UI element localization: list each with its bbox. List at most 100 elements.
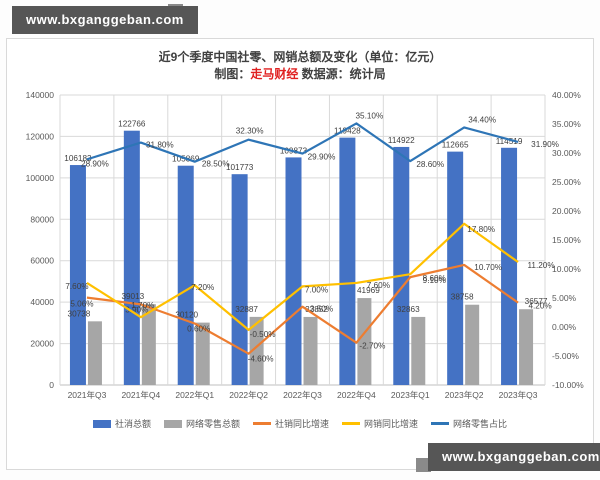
legend-swatch: [92, 419, 111, 428]
line-label-社销同比增速: 10.70%: [474, 263, 502, 272]
bar-label-total-retail: 101773: [226, 163, 254, 172]
bar-label-total-retail: 122766: [118, 120, 146, 129]
bar-online-retail: [357, 298, 372, 385]
bar-label-total-retail: 106183: [64, 154, 92, 163]
bar-label-online-retail: 38758: [451, 293, 474, 302]
bar-label-online-retail: 41969: [357, 286, 380, 295]
left-axis-tick: 80000: [30, 214, 54, 224]
line-label-网络零售占比: 31.90%: [531, 140, 559, 149]
bar-online-retail: [141, 304, 156, 385]
legend-item-网销同比增速: 网销同比增速: [342, 417, 418, 430]
subtitle-prefix: 制图：: [214, 67, 251, 81]
line-label-社销同比增速: -2.70%: [359, 342, 385, 351]
bar-online-retail: [195, 322, 210, 385]
watermark-top: www.bxganggeban.com: [12, 6, 198, 34]
line-label-社销同比增速: -4.60%: [248, 355, 274, 364]
left-axis-tick: 120000: [26, 131, 55, 141]
bar-label-total-retail: 119428: [334, 127, 361, 136]
bar-online-retail: [465, 304, 480, 385]
bar-online-retail: [519, 309, 534, 385]
legend-swatch: [342, 422, 360, 425]
line-label-网络零售占比: 32.30%: [236, 127, 264, 136]
x-axis-category: 2022年Q4: [337, 390, 376, 400]
left-axis-tick: 40000: [30, 297, 54, 307]
bar-total-retail: [501, 147, 518, 385]
bar-total-retail: [447, 151, 464, 385]
right-axis-tick: 20.00%: [552, 206, 581, 216]
right-axis-tick: 30.00%: [552, 148, 581, 158]
bar-total-retail: [177, 165, 194, 385]
chart-legend: 社消总额 网络零售总额 社销同比增速 网销同比增速 网络零售占比: [0, 417, 600, 430]
bar-total-retail: [69, 165, 86, 385]
line-社销同比增速: [86, 263, 519, 355]
line-label-社销同比增速: 3.90%: [125, 305, 148, 314]
line-label-网络零售占比: 35.10%: [355, 111, 383, 120]
x-axis-category: 2021年Q4: [121, 390, 160, 400]
watermark-bottom: www.bxganggeban.com: [428, 443, 600, 471]
left-axis-tick: 60000: [30, 256, 54, 266]
right-axis-tick: 10.00%: [552, 264, 581, 274]
bar-label-online-retail: 32887: [235, 305, 258, 314]
subtitle-suffix: 数据源：统计局: [298, 67, 386, 81]
left-axis-tick: 100000: [26, 173, 55, 183]
bar-label-online-retail: 30120: [175, 311, 198, 320]
line-label-网络零售占比: 28.90%: [81, 159, 109, 168]
x-axis-category: 2022年Q1: [175, 390, 214, 400]
legend-label: 社销同比增速: [274, 419, 329, 429]
line-label-网络零售占比: 31.80%: [146, 141, 174, 150]
bar-label-online-retail: 30738: [68, 309, 91, 318]
line-label-网销同比增速: -0.50%: [250, 330, 276, 339]
line-label-社销同比增速: 4.20%: [528, 302, 551, 311]
watermark-decor-square: [416, 458, 431, 472]
bar-online-retail: [411, 316, 426, 385]
bar-label-total-retail: 114922: [388, 136, 415, 145]
left-axis-tick: 140000: [26, 90, 55, 100]
legend-item-社销同比增速: 社销同比增速: [252, 417, 329, 430]
legend-label: 网络零售占比: [453, 419, 508, 429]
x-axis-category: 2021年Q3: [68, 390, 107, 400]
bar-label-total-retail: 112665: [442, 141, 469, 150]
line-label-网销同比增速: 9.10%: [423, 276, 446, 285]
line-label-网销同比增速: 7.20%: [191, 283, 214, 292]
bar-total-retail: [123, 130, 140, 385]
legend-label: 社消总额: [114, 419, 151, 429]
bar-online-retail: [303, 316, 318, 385]
line-label-网络零售占比: 34.40%: [468, 115, 496, 124]
line-label-网销同比增速: 7.60%: [65, 282, 88, 291]
legend-swatch: [163, 419, 182, 428]
right-axis-tick: 25.00%: [552, 177, 581, 187]
right-axis-tick: 40.00%: [552, 90, 581, 100]
legend-swatch: [431, 422, 450, 425]
legend-swatch: [252, 422, 271, 425]
line-label-网销同比增速: 11.20%: [527, 261, 554, 270]
line-label-网销同比增速: 17.80%: [467, 225, 495, 234]
x-axis-category: 2023年Q2: [445, 390, 484, 400]
legend-label: 网销同比增速: [364, 419, 419, 429]
legend-item-网络零售总额: 网络零售总额: [163, 417, 240, 430]
right-axis-tick: 0.00%: [552, 322, 577, 332]
line-label-网销同比增速: 7.60%: [367, 281, 390, 290]
line-label-社销同比增速: 3.50%: [310, 305, 333, 314]
x-axis-category: 2023年Q3: [499, 390, 538, 400]
line-label-社销同比增速: 0.60%: [187, 325, 210, 334]
line-label-社销同比增速: 8.60%: [423, 274, 446, 283]
legend-item-网络零售占比: 网络零售占比: [431, 417, 507, 430]
right-axis-tick: 15.00%: [552, 235, 581, 245]
bar-total-retail: [393, 146, 410, 385]
right-axis-tick: 5.00%: [552, 293, 577, 303]
x-axis-category: 2022年Q3: [283, 390, 322, 400]
line-label-网销同比增速: 1.70%: [131, 301, 154, 310]
subtitle-brand: 走马财经: [250, 67, 299, 81]
line-label-网络零售占比: 29.90%: [308, 153, 336, 162]
x-axis-category: 2022年Q2: [229, 390, 268, 400]
left-axis-tick: 20000: [30, 339, 54, 349]
line-label-网络零售占比: 28.50%: [202, 160, 230, 169]
line-label-网销同比增速: 7.00%: [305, 285, 328, 294]
x-axis-category: 2023年Q1: [391, 390, 430, 400]
line-网络零售占比: [86, 122, 519, 163]
bar-online-retail: [249, 316, 264, 385]
legend-label: 网络零售总额: [185, 419, 240, 429]
left-axis-tick: 0: [49, 380, 54, 390]
bar-label-online-retail: 39013: [121, 292, 144, 301]
